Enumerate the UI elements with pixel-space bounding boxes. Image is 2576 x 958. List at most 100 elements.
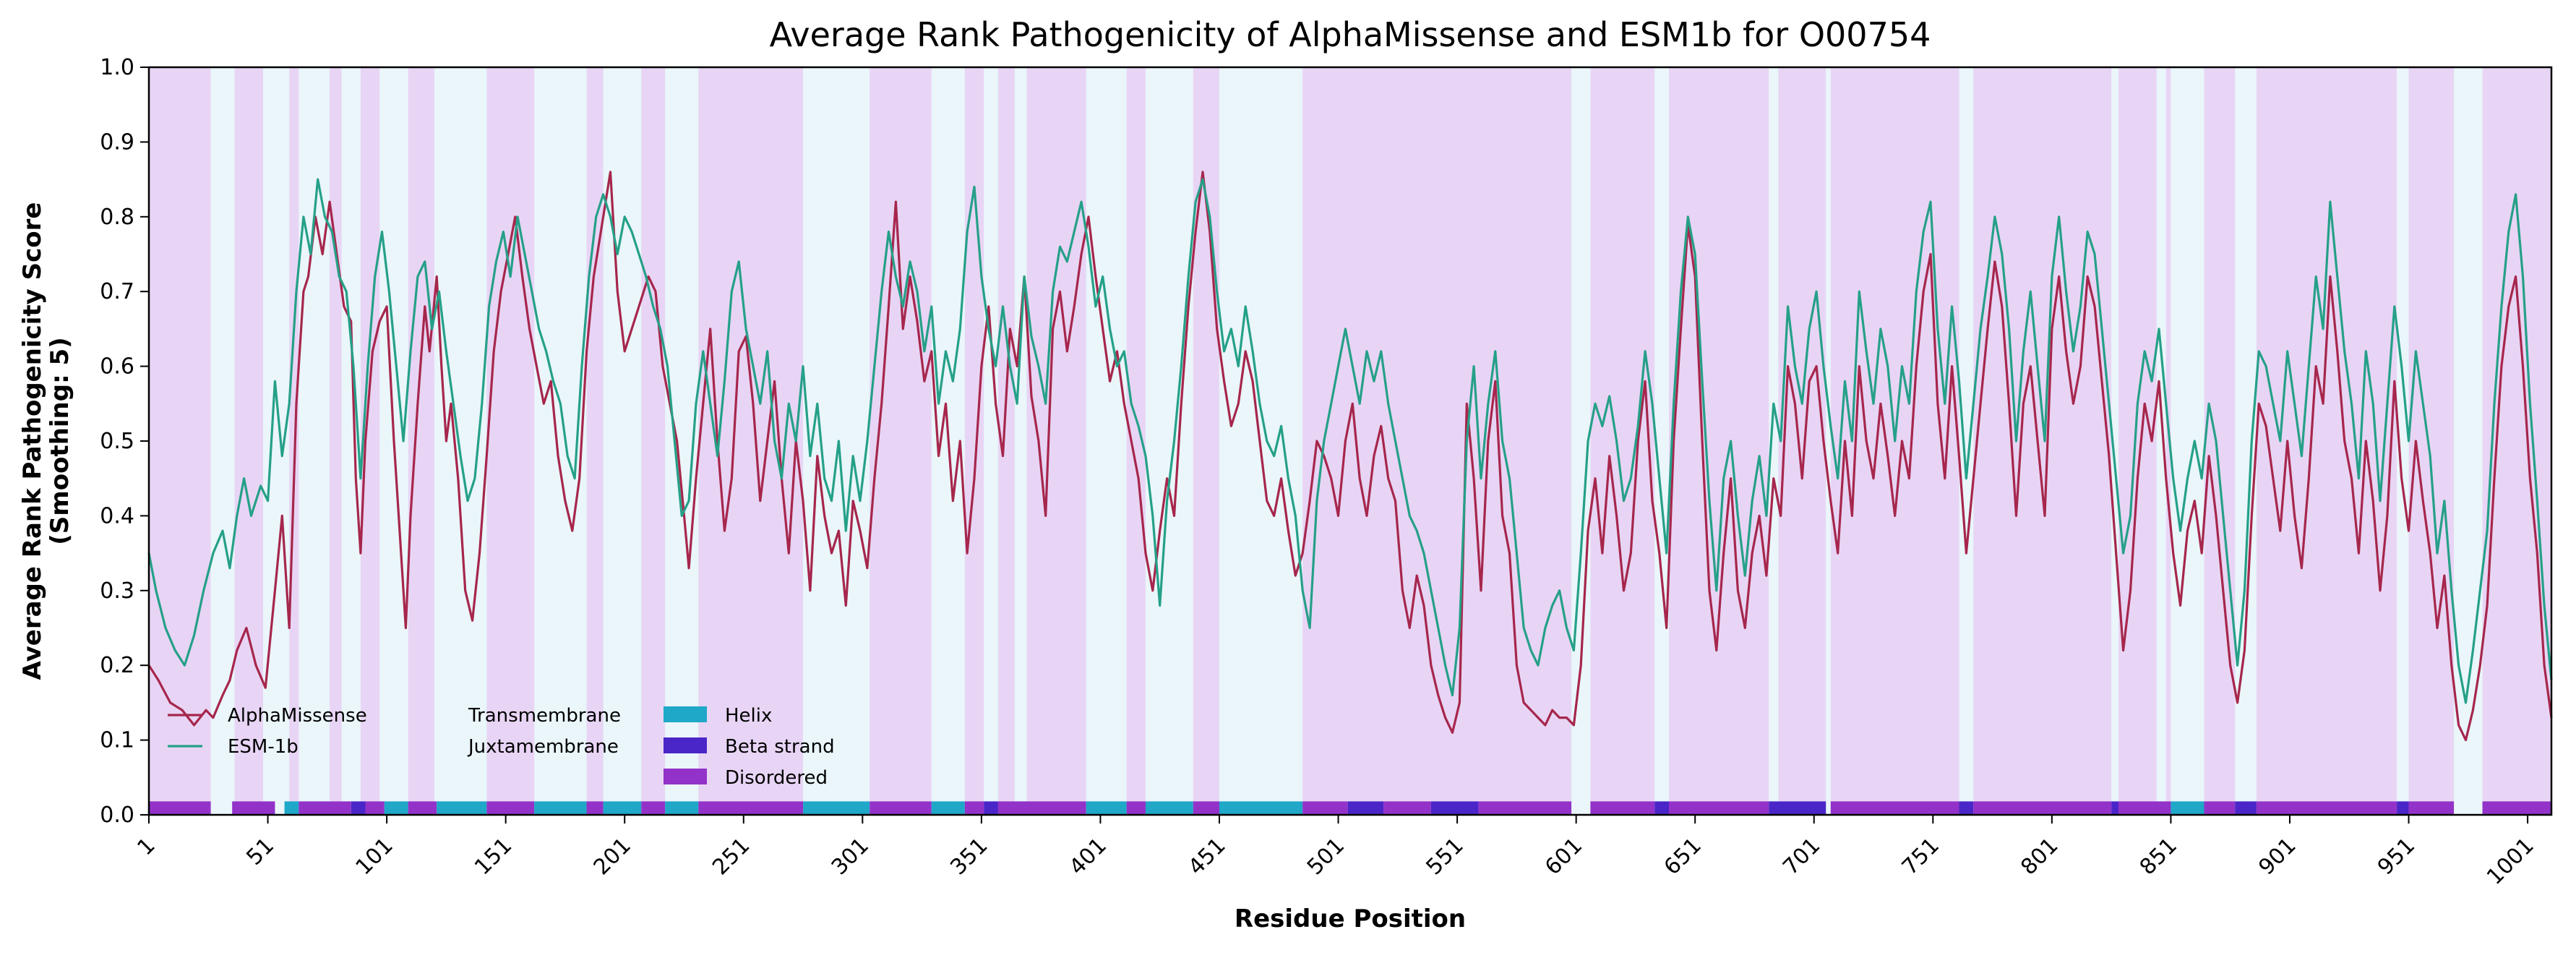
disordered-shade bbox=[1973, 67, 2112, 815]
annotation-bar-helix bbox=[2171, 801, 2204, 815]
y-tick-label: 0.4 bbox=[100, 503, 134, 529]
annotation-bar-disordered bbox=[2482, 801, 2551, 815]
legend-label: Juxtamembrane bbox=[467, 736, 619, 758]
x-tick-label: 1 bbox=[132, 833, 160, 860]
y-tick-label: 0.2 bbox=[100, 653, 134, 678]
disordered-shade bbox=[408, 67, 434, 815]
annotation-bar-disordered bbox=[964, 801, 984, 815]
series-line-esm-1b bbox=[147, 178, 2553, 704]
legend-label: Beta strand bbox=[725, 736, 835, 758]
y-axis: 0.0 0.1 0.2 0.3 0.4 0.5 0.6 0.7 0.8 0.9 1.0 bbox=[100, 55, 149, 828]
annotation-bar-helix bbox=[437, 801, 487, 815]
annotation-bar-beta bbox=[2397, 801, 2409, 815]
x-tick-label: 951 bbox=[2373, 833, 2420, 880]
legend: AlphaMissense ESM-1b Transmembrane Juxtamem… bbox=[168, 705, 835, 789]
annotation-bar-helix bbox=[803, 801, 870, 815]
annotation-bar-disordered bbox=[2204, 801, 2236, 815]
annotation-bar-disordered bbox=[1302, 801, 1348, 815]
chart-title: Average Rank Pathogenicity of AlphaMisse… bbox=[770, 15, 1931, 54]
x-tick-label: 301 bbox=[827, 833, 874, 880]
legend-swatch-helix bbox=[664, 706, 707, 722]
annotation-bar-disordered bbox=[1478, 801, 1572, 815]
annotation-bar-helix bbox=[665, 801, 699, 815]
y-tick-label: 0.5 bbox=[100, 429, 134, 454]
x-tick-label: 1001 bbox=[2482, 833, 2539, 890]
annotation-bar-beta bbox=[984, 801, 998, 815]
annotation-bar-disordered bbox=[1973, 801, 2112, 815]
disordered-shade bbox=[486, 67, 535, 815]
annotation-bar-disordered bbox=[1126, 801, 1146, 815]
x-tick-label: 701 bbox=[1778, 833, 1825, 880]
x-tick-label: 101 bbox=[351, 833, 398, 880]
x-tick-label: 251 bbox=[708, 833, 755, 880]
annotation-bar-beta bbox=[1769, 801, 1826, 815]
legend-swatch-disordered bbox=[664, 769, 707, 784]
annotation-bar-helix bbox=[1145, 801, 1193, 815]
x-tick-label: 51 bbox=[241, 833, 279, 871]
disordered-shade bbox=[149, 67, 211, 815]
disordered-shade bbox=[698, 67, 804, 815]
annotation-bar-beta bbox=[1347, 801, 1384, 815]
y-tick-label: 1.0 bbox=[100, 55, 134, 80]
x-tick-label: 851 bbox=[2135, 833, 2182, 880]
x-tick-label: 351 bbox=[945, 833, 992, 880]
series-lines-layer bbox=[147, 171, 2553, 742]
annotation-bar-disordered bbox=[1193, 801, 1219, 815]
annotation-bar-disordered bbox=[408, 801, 437, 815]
disordered-shade bbox=[234, 67, 263, 815]
annotation-bar-beta bbox=[1654, 801, 1670, 815]
annotation-bar-disordered bbox=[149, 801, 211, 815]
legend-label: Disordered bbox=[725, 767, 828, 789]
disordered-shade bbox=[1026, 67, 1086, 815]
annotation-bar-disordered bbox=[1669, 801, 1769, 815]
y-axis-label-smoothing: (Smoothing: 5) bbox=[46, 337, 74, 544]
legend-label: Transmembrane bbox=[468, 705, 621, 727]
x-tick-label: 201 bbox=[589, 833, 636, 880]
annotation-bar-disordered bbox=[299, 801, 351, 815]
annotation-bar-layer bbox=[149, 801, 2551, 815]
x-tick-label: 551 bbox=[1422, 833, 1469, 880]
annotation-bar-beta bbox=[351, 801, 366, 815]
annotation-bar-disordered bbox=[365, 801, 385, 815]
annotation-bar-disordered bbox=[1383, 801, 1431, 815]
x-axis-label: Residue Position bbox=[1235, 904, 1466, 933]
x-tick-label: 451 bbox=[1183, 833, 1230, 880]
disordered-shade bbox=[1669, 67, 1769, 815]
annotation-bar-beta bbox=[1430, 801, 1479, 815]
disordered-shade bbox=[1590, 67, 1655, 815]
annotation-bar-disordered bbox=[997, 801, 1086, 815]
x-tick-label: 651 bbox=[1660, 833, 1706, 880]
disordered-shade bbox=[2482, 67, 2551, 815]
disordered-shade bbox=[1193, 67, 1219, 815]
annotation-bar-beta bbox=[2235, 801, 2257, 815]
annotation-bar-disordered bbox=[2256, 801, 2397, 815]
disordered-shade bbox=[870, 67, 932, 815]
y-tick-label: 0.6 bbox=[100, 354, 134, 380]
annotation-bar-helix bbox=[384, 801, 408, 815]
y-tick-label: 0.9 bbox=[100, 129, 134, 155]
annotation-bar-disordered bbox=[870, 801, 932, 815]
annotation-bar-beta bbox=[1959, 801, 1974, 815]
annotation-bar-disordered bbox=[1590, 801, 1655, 815]
annotation-bar-helix bbox=[603, 801, 642, 815]
annotation-bar-disordered bbox=[2118, 801, 2171, 815]
disordered-shade bbox=[964, 67, 984, 815]
x-tick-label: 801 bbox=[2016, 833, 2063, 880]
disordered-shade bbox=[2204, 67, 2236, 815]
disordered-shade bbox=[2118, 67, 2157, 815]
annotation-bar-disordered bbox=[641, 801, 666, 815]
y-tick-label: 0.7 bbox=[100, 279, 134, 304]
x-tick-label: 401 bbox=[1065, 833, 1112, 880]
disordered-shade bbox=[1302, 67, 1572, 815]
disordered-shade bbox=[997, 67, 1015, 815]
disordered-shade bbox=[641, 67, 666, 815]
annotation-bar-helix bbox=[284, 801, 299, 815]
y-tick-label: 0.0 bbox=[100, 803, 134, 828]
annotation-bar-disordered bbox=[1830, 801, 1959, 815]
annotation-bar-helix bbox=[931, 801, 965, 815]
annotation-bar-disordered bbox=[232, 801, 275, 815]
legend-label: AlphaMissense bbox=[228, 705, 367, 727]
y-tick-label: 0.8 bbox=[100, 205, 134, 230]
